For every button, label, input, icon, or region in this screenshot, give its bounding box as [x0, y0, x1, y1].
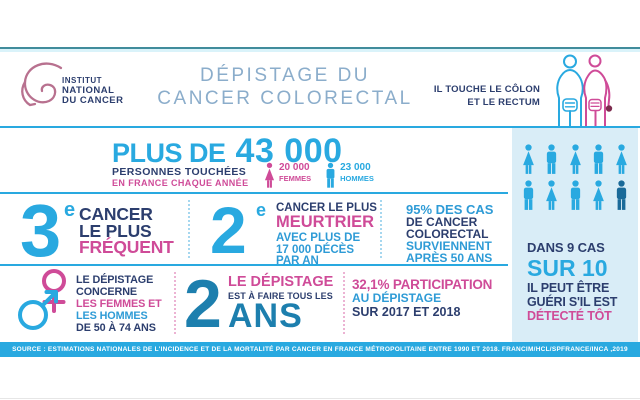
man-pictogram-icon — [326, 162, 335, 188]
participation-line1: 32,1% PARTICIPATION — [352, 277, 493, 292]
screening-who-text: LE DÉPISTAGE CONCERNE LES FEMMES ET LES … — [76, 274, 162, 334]
page-title: DÉPISTAGE DU CANCER COLORECTAL — [146, 64, 424, 110]
woman-pictogram-icon — [569, 144, 581, 174]
who-line5: DE 50 À 74 ANS — [76, 322, 156, 334]
gender-stats: 20 000 FEMMES 23 000 HOMMES — [264, 162, 374, 189]
fact1-ordinal: e — [64, 199, 76, 221]
fact3-line5: APRÈS 50 ANS — [406, 251, 493, 265]
page-title-line2: CANCER COLORECTAL — [157, 88, 413, 109]
divider-fact1-fact2 — [188, 200, 190, 258]
fact2-ordinal: e — [256, 200, 267, 220]
fact2-line3: AVEC PLUS DE — [276, 232, 361, 244]
top-rule-glow — [0, 49, 640, 52]
separator-row1 — [0, 192, 508, 194]
source-bar: SOURCE : ESTIMATIONS NATIONALES DE L'INC… — [0, 342, 640, 357]
inca-logo-swirl-icon — [21, 62, 63, 107]
women-count: 20 000 — [279, 162, 310, 173]
people-row — [522, 144, 628, 175]
incidence-number: 43 000 — [235, 132, 343, 170]
who-line4: LES HOMMES — [76, 310, 148, 322]
man-pictogram-icon — [523, 180, 534, 210]
woman-pictogram-icon — [523, 144, 534, 174]
fact2-line4: 17 000 DÉCÈS — [276, 243, 354, 256]
fact3-line2: DE CANCER — [406, 215, 478, 229]
fact2-text: CANCER LE PLUS MEURTRIER AVEC PLUS DE 17… — [276, 202, 377, 268]
people-grid — [522, 144, 628, 216]
men-count: 23 000 — [340, 162, 371, 173]
fact1-line1: CANCER — [79, 204, 153, 224]
cure-line2: SUR 10 — [527, 255, 608, 281]
frequency-unit: ANS — [228, 297, 303, 335]
gender-symbols-icon — [18, 269, 66, 330]
separator-row2 — [0, 264, 508, 266]
cure-rate-panel: DANS 9 CAS SUR 10 IL PEUT ÊTRE GUÉRI S'I… — [512, 128, 638, 342]
women-label: FEMMES — [279, 174, 312, 183]
colon-bodies-illustration-icon — [556, 54, 613, 126]
participation-line2: AU DÉPISTAGE — [352, 291, 442, 305]
woman-pictogram-icon — [616, 144, 627, 174]
logo-line1: INSTITUT — [62, 76, 102, 85]
tagline: IL TOUCHE LE CÔLON ET LE RECTUM — [428, 83, 540, 109]
cure-panel-text: DANS 9 CAS SUR 10 IL PEUT ÊTRE GUÉRI S'I… — [527, 240, 617, 323]
man-pictogram-icon — [570, 180, 580, 210]
fact3-text: 95% DES CAS DE CANCER COLORECTAL SURVIEN… — [406, 203, 493, 264]
page-title-line1: DÉPISTAGE DU — [199, 65, 371, 86]
cure-line4: GUÉRI S'IL EST — [527, 295, 618, 309]
participation-line3: SUR 2017 ET 2018 — [352, 305, 461, 319]
fact1-line3: FRÉQUENT — [79, 237, 174, 257]
people-row — [522, 180, 628, 211]
plus-de-label: PLUS DE — [112, 138, 226, 168]
incidence-sub2: EN FRANCE CHAQUE ANNÉE — [112, 178, 249, 188]
cure-line5: DÉTECTÉ TÔT — [527, 309, 612, 323]
incidence-headline: PLUS DE 43 000 — [112, 132, 343, 171]
incidence-sub1: PERSONNES TOUCHÉES — [112, 166, 247, 178]
woman-pictogram-icon — [592, 180, 604, 210]
cure-line3: IL PEUT ÊTRE — [527, 281, 610, 295]
man-pictogram-icon — [616, 180, 627, 210]
woman-pictogram-icon — [264, 162, 275, 188]
men-stat: 23 000 HOMMES — [325, 162, 374, 189]
fact3-line4: SURVIENNENT — [406, 239, 492, 253]
fact1-line2: LE PLUS — [79, 220, 152, 241]
cure-line1: DANS 9 CAS — [527, 240, 605, 255]
tagline-line2: ET LE RECTUM — [467, 97, 540, 108]
top-rule — [0, 47, 640, 49]
divider-fact2-fact3 — [380, 200, 382, 258]
women-stat: 20 000 FEMMES — [264, 162, 311, 189]
fact1-text: CANCER LE PLUS FRÉQUENT — [79, 206, 174, 256]
frequency-number: 2 — [184, 266, 222, 342]
fact1-number: 3 — [20, 189, 62, 272]
inca-logo-text: INSTITUT NATIONAL DU CANCER — [62, 76, 124, 106]
divider-frequency-participation — [343, 272, 345, 334]
woman-pictogram-icon — [546, 180, 558, 210]
frequency-line1: LE DÉPISTAGE — [228, 274, 334, 290]
participation-text: 32,1% PARTICIPATION AU DÉPISTAGE SUR 201… — [352, 277, 492, 319]
bottom-edge — [0, 398, 640, 399]
who-line1: LE DÉPISTAGE — [76, 274, 154, 286]
logo-line2: NATIONAL — [62, 85, 115, 96]
fact3-line3: COLORECTAL — [406, 227, 489, 241]
tagline-line1: IL TOUCHE LE CÔLON — [433, 84, 540, 95]
fact2-line1: CANCER LE PLUS — [276, 202, 377, 214]
fact2-number: 2 — [210, 193, 247, 267]
man-pictogram-icon — [547, 144, 557, 174]
who-line3: LES FEMMES ET — [76, 298, 162, 310]
fact3-line1: 95% DES CAS — [406, 202, 494, 217]
logo-line3: DU CANCER — [62, 95, 124, 106]
fact2-line5: PAR AN — [276, 255, 319, 267]
separator-header — [0, 126, 640, 128]
men-label: HOMMES — [340, 174, 374, 183]
frequency-line2: EST À FAIRE TOUS LES — [228, 291, 333, 301]
man-pictogram-icon — [593, 144, 603, 174]
who-line2: CONCERNE — [76, 286, 137, 298]
fact2-line2: MEURTRIER — [276, 213, 375, 231]
divider-who-frequency — [174, 272, 176, 334]
